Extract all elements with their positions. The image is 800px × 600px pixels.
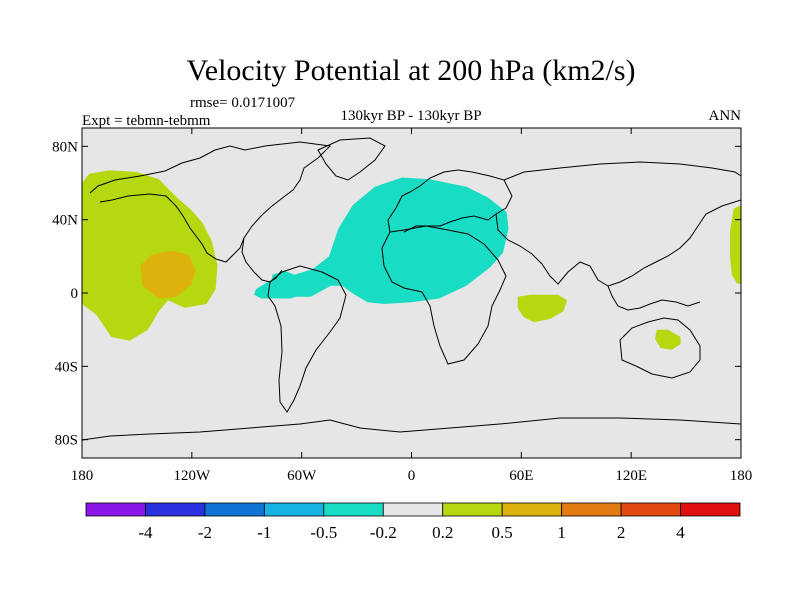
coastline-south-america <box>267 265 347 413</box>
colorbar: -4 -2 -1 -0.5 -0.2 0.2 0.5 1 2 4 <box>85 502 741 542</box>
x-tick-label: 120W <box>173 468 211 484</box>
x-axis: 180 120W 60W 0 60E 120E 180 <box>71 128 753 484</box>
contour-region-indian-ocean-positive <box>517 294 568 323</box>
x-tick-label: 180 <box>71 468 94 484</box>
colorbar-label: 2 <box>617 523 626 542</box>
y-tick-label: 80S <box>55 433 78 449</box>
coastline-central-america <box>241 237 283 283</box>
colorbar-swatch <box>561 502 622 517</box>
colorbar-label: -0.5 <box>310 523 337 542</box>
y-tick-label: 40N <box>52 213 78 229</box>
colorbar-label: 0.2 <box>432 523 453 542</box>
coastline-greenland <box>317 137 386 181</box>
colorbar-swatch <box>323 502 384 517</box>
colorbar-label: -2 <box>198 523 212 542</box>
colorbar-swatch <box>145 502 206 517</box>
y-axis: 80N 40N 0 40S 80S <box>52 139 741 449</box>
season-label: ANN <box>709 108 742 124</box>
contour-region-north-pacific-positive <box>82 170 218 341</box>
colorbar-label: -4 <box>138 523 153 542</box>
x-tick-label: 120E <box>615 468 647 484</box>
colorbar-label: 1 <box>557 523 566 542</box>
colorbar-swatch <box>442 502 503 517</box>
coastline-asia <box>495 161 741 287</box>
x-tick-label: 0 <box>408 468 416 484</box>
rmse-label: rmse= 0.0171007 <box>190 95 296 111</box>
contour-region-east-pacific-core <box>140 250 196 299</box>
coastlines <box>82 137 741 441</box>
x-tick-label: 60E <box>509 468 533 484</box>
colorbar-label: -0.2 <box>370 523 397 542</box>
experiment-label: Expt = tebmn-tebmm <box>82 113 211 129</box>
y-tick-label: 0 <box>71 286 79 302</box>
x-tick-label: 180 <box>730 468 753 484</box>
period-label: 130kyr BP - 130kyr BP <box>340 108 481 124</box>
colorbar-label: -1 <box>257 523 271 542</box>
contour-region-atlantic-europe-negative <box>270 177 509 304</box>
colorbar-swatch <box>263 502 325 517</box>
y-tick-label: 40S <box>55 359 78 375</box>
y-tick-label: 80N <box>52 139 78 155</box>
colorbar-swatch <box>680 502 741 517</box>
coastline-north-america <box>89 141 332 263</box>
chart-title: Velocity Potential at 200 hPa (km2/s) <box>186 54 635 87</box>
colorbar-swatch <box>85 502 146 517</box>
contour-region-australia-positive <box>655 329 681 350</box>
colorbar-swatch <box>382 502 444 517</box>
coastline-southeast-asia <box>607 285 701 311</box>
colorbar-label: 4 <box>676 523 685 542</box>
coastline-africa <box>381 225 507 365</box>
colorbar-swatch <box>620 502 681 517</box>
coastline-australia <box>619 317 701 379</box>
coastline-antarctica <box>82 417 741 441</box>
colorbar-swatch <box>501 502 563 517</box>
colorbar-label: 0.5 <box>492 523 513 542</box>
x-tick-label: 60W <box>287 468 317 484</box>
colorbar-swatch <box>204 502 265 517</box>
contour-region-north-pacific-positive-east <box>730 205 741 284</box>
